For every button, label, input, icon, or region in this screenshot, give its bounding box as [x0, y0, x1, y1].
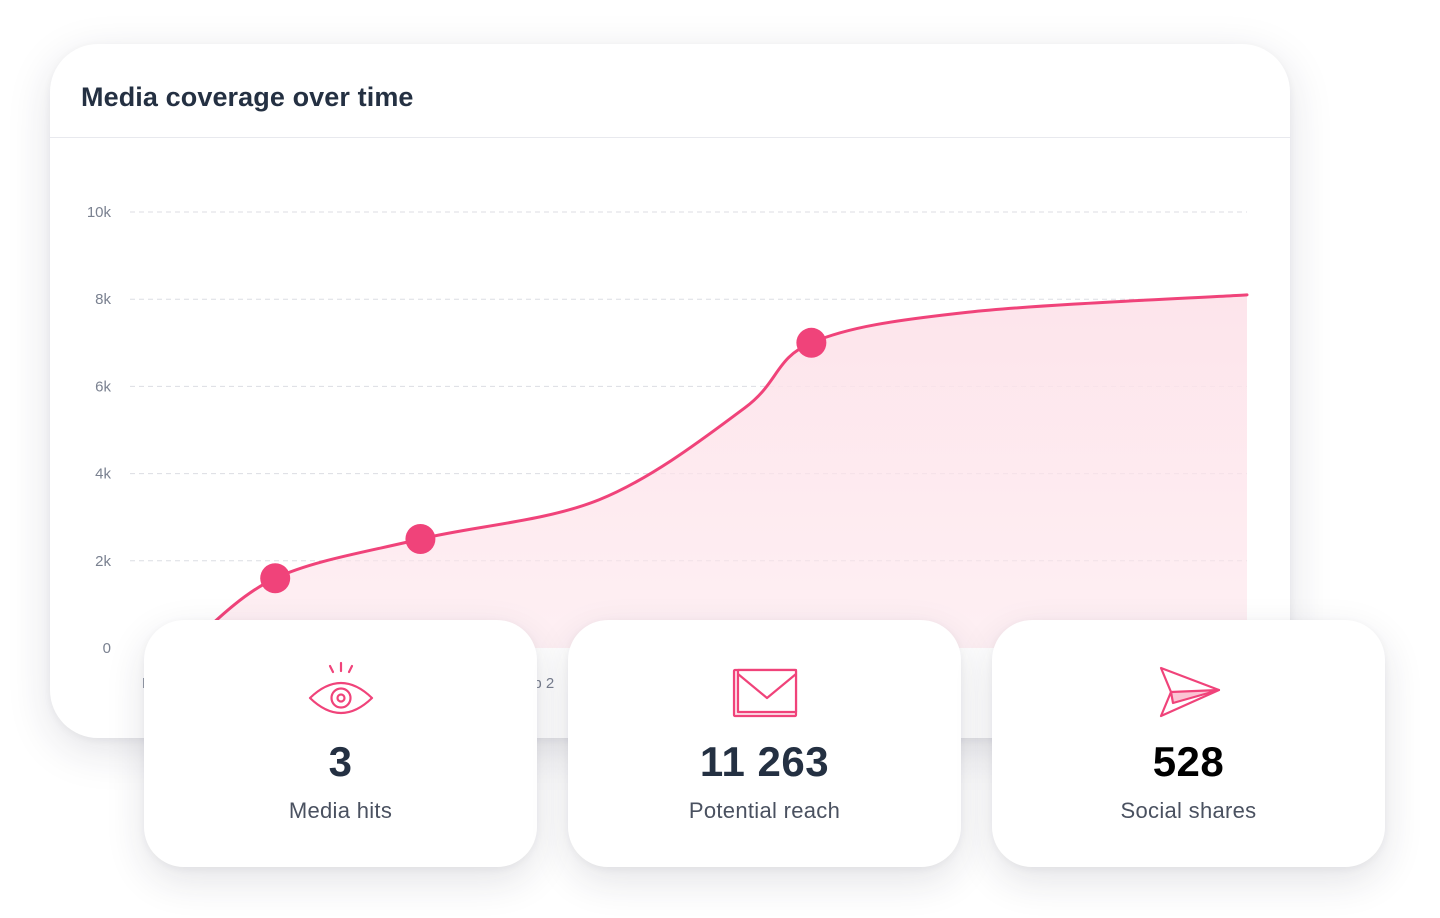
coverage-line [184, 293, 1249, 650]
data-point-marker[interactable] [260, 563, 291, 594]
y-tick-label: 8k [95, 291, 111, 308]
envelope-icon [732, 668, 797, 718]
stat-label: Media hits [288, 798, 393, 823]
stat-label: Potential reach [688, 798, 841, 823]
card-header: Media coverage over time [50, 44, 1290, 138]
data-point-marker[interactable] [405, 524, 436, 554]
coverage-chart: 02k4k6k8k10kFeb 2 [87, 204, 1249, 692]
stat-label: Social shares [1120, 798, 1257, 823]
y-tick-label: 0 [103, 640, 111, 657]
stat-value: 528 [1152, 738, 1225, 785]
coverage-area [185, 294, 1248, 648]
y-tick-label: 4k [95, 466, 111, 483]
stat-value: 11 263 [699, 738, 830, 785]
y-tick-label: 10k [87, 204, 112, 221]
stat-card-potential-reach: 11 263 Potential reach [568, 620, 961, 867]
y-tick-label: 6k [95, 378, 111, 395]
data-point-marker[interactable] [796, 327, 827, 358]
paper-plane-icon [1159, 666, 1220, 718]
stat-card-media-hits: 3 Media hits [144, 620, 537, 867]
stat-card-social-shares: 528 Social shares [992, 620, 1385, 867]
eye-icon [308, 661, 373, 714]
stat-value: 3 [328, 738, 353, 785]
card-title: Media coverage over time [81, 82, 414, 112]
y-tick-label: 2k [95, 553, 111, 570]
